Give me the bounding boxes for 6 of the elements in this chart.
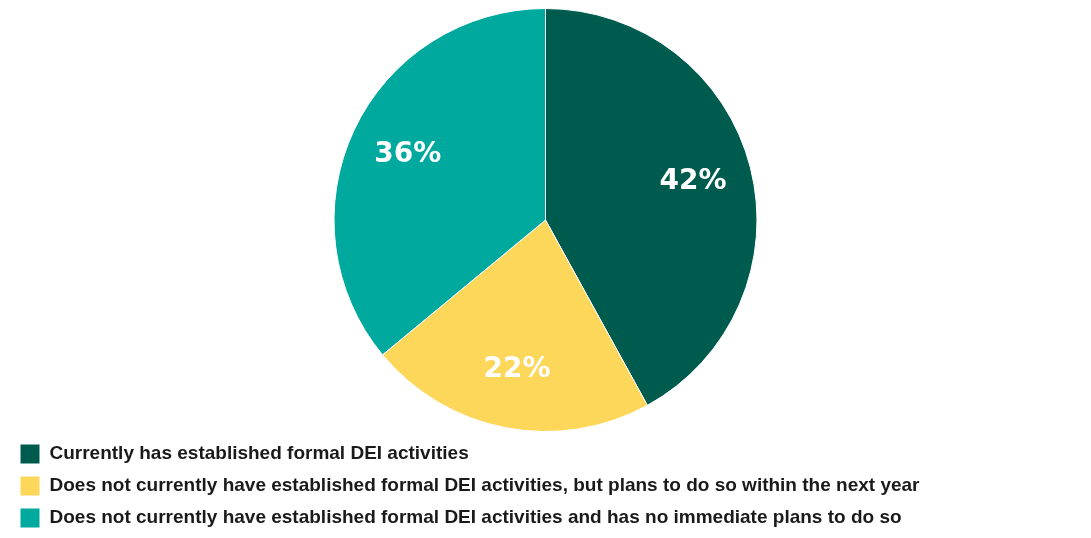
legend-label: Currently has established formal DEI activities <box>49 442 469 464</box>
legend-label: Does not currently have established formal DEI activities and has no immediate plans to do so <box>49 506 902 528</box>
data-label: 36% <box>374 136 442 170</box>
data-label: 42% <box>659 163 727 197</box>
data-label: 22% <box>483 350 551 384</box>
legend-label: Does not currently have established formal DEI activities, but plans to do so within the next year <box>49 474 921 496</box>
